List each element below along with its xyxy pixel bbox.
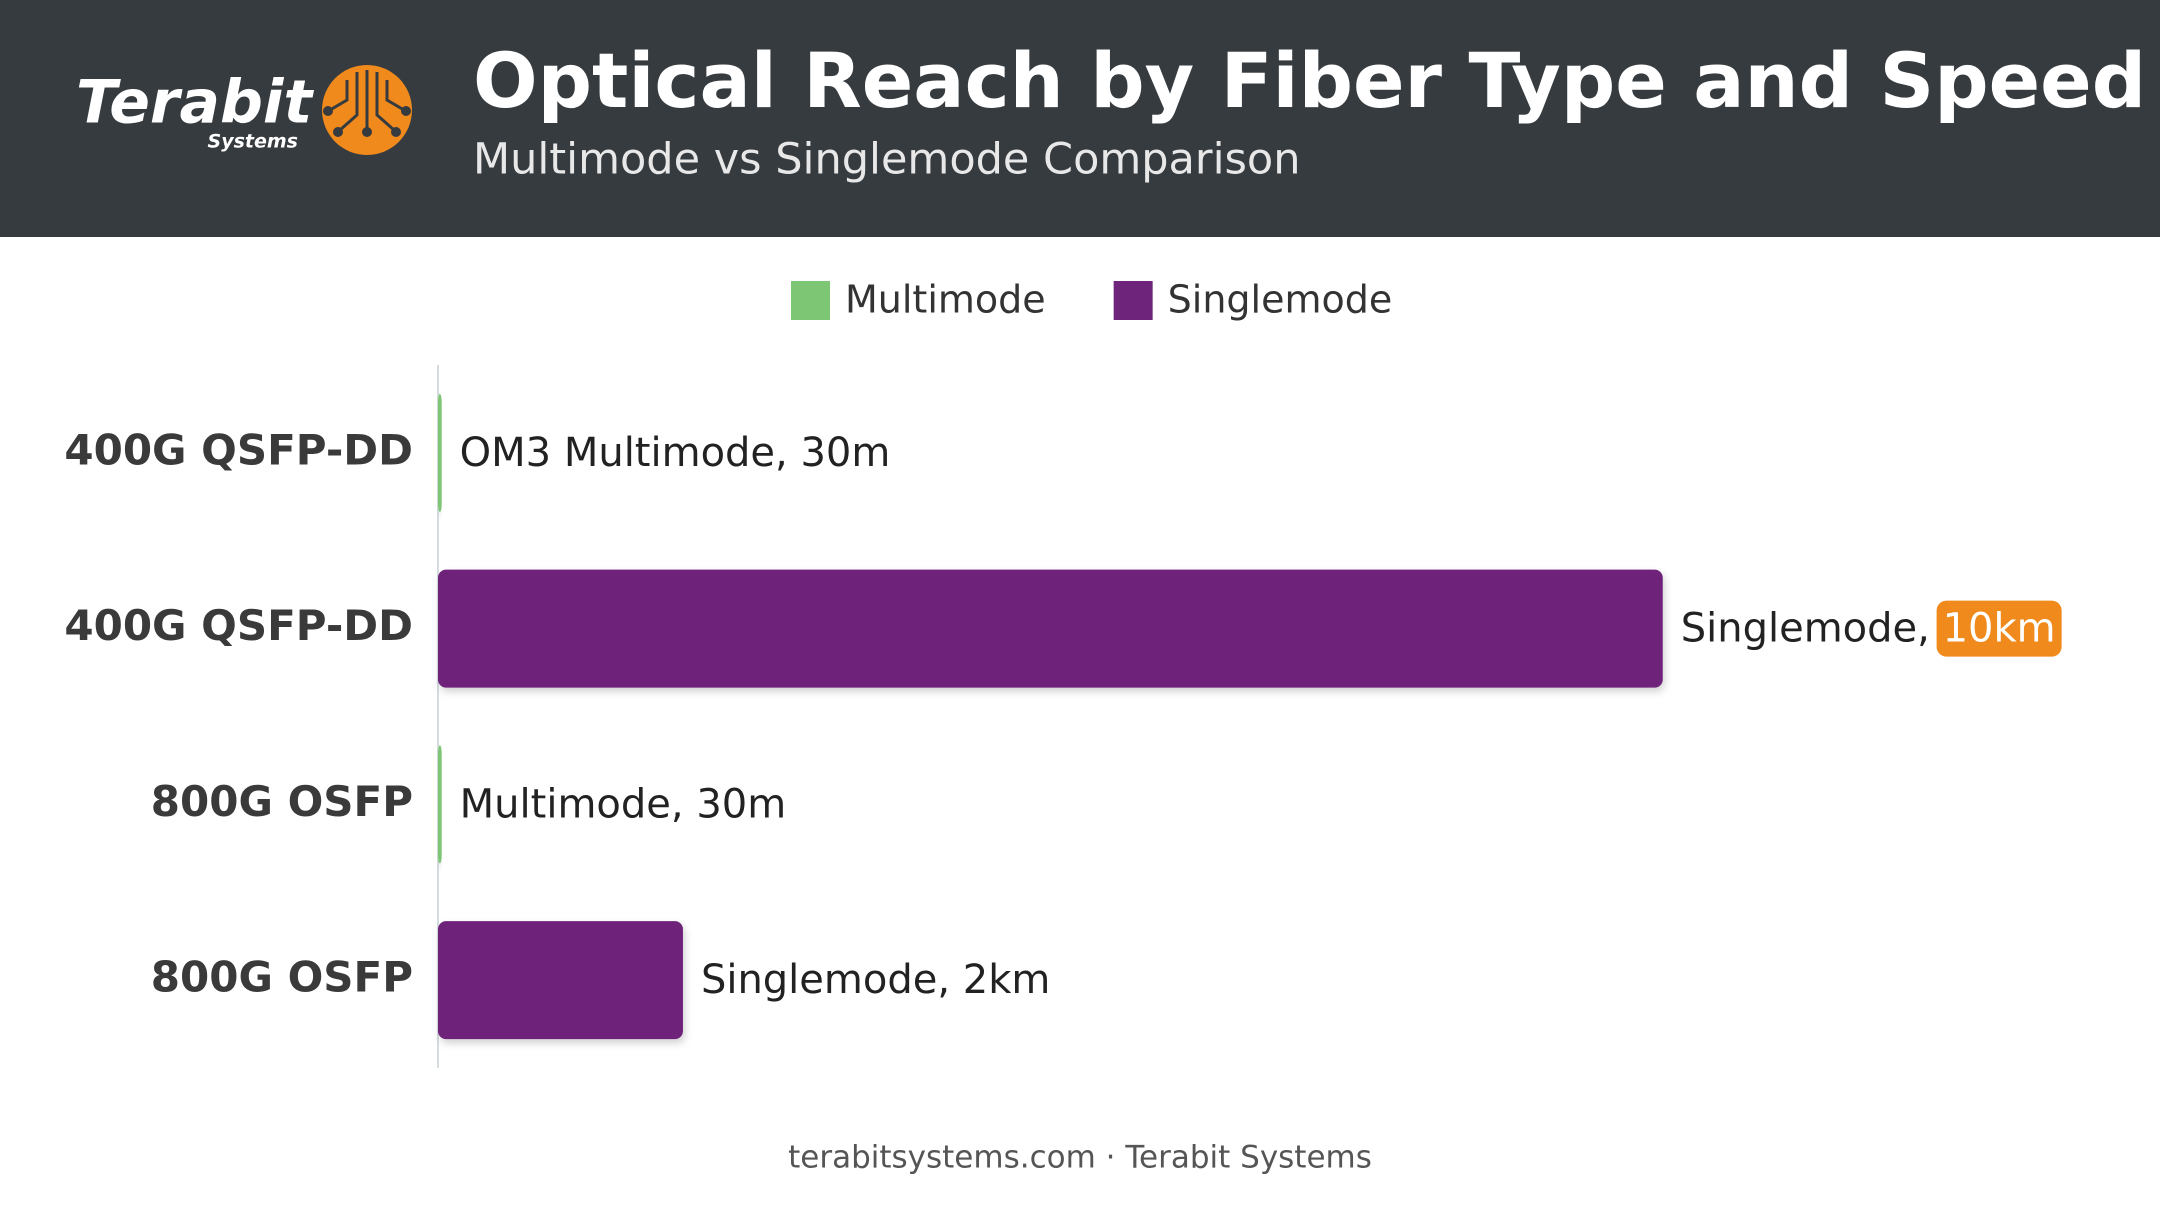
logo-circuit bbox=[329, 70, 405, 132]
bar bbox=[438, 393, 442, 512]
bar bbox=[438, 569, 1663, 688]
value-label: Singlemode, 2km bbox=[701, 957, 1050, 1003]
bar bbox=[438, 745, 442, 864]
brand-tagline: Systems bbox=[208, 131, 298, 153]
value-label: Multimode, 30m bbox=[460, 781, 787, 827]
brand-name: Terabit bbox=[76, 68, 314, 138]
bar bbox=[438, 921, 683, 1040]
y-tick-label: 800G OSFP bbox=[151, 953, 413, 1002]
value-label-highlight bbox=[1936, 600, 2062, 657]
legend-label: Multimode bbox=[845, 278, 1046, 322]
legend-swatch bbox=[1113, 281, 1153, 320]
logo: Terabit Systems bbox=[76, 65, 412, 155]
legend-swatch bbox=[791, 281, 830, 320]
y-tick-label: 400G QSFP-DD bbox=[64, 425, 413, 474]
y-tick-label: 400G QSFP-DD bbox=[64, 601, 413, 650]
logo-nodes bbox=[323, 106, 411, 137]
legend-label: Singlemode bbox=[1168, 278, 1393, 322]
value-label: OM3 Multimode, 30m bbox=[460, 430, 891, 476]
chart-subtitle: Multimode vs Singlemode Comparison bbox=[473, 135, 1301, 185]
chart-title: Optical Reach by Fiber Type and Speed bbox=[473, 36, 2146, 125]
footer: terabitsystems.com · Terabit Systems bbox=[788, 1140, 1372, 1176]
value-label: Singlemode, 10km bbox=[1681, 606, 2056, 652]
y-tick-label: 800G OSFP bbox=[151, 777, 413, 826]
